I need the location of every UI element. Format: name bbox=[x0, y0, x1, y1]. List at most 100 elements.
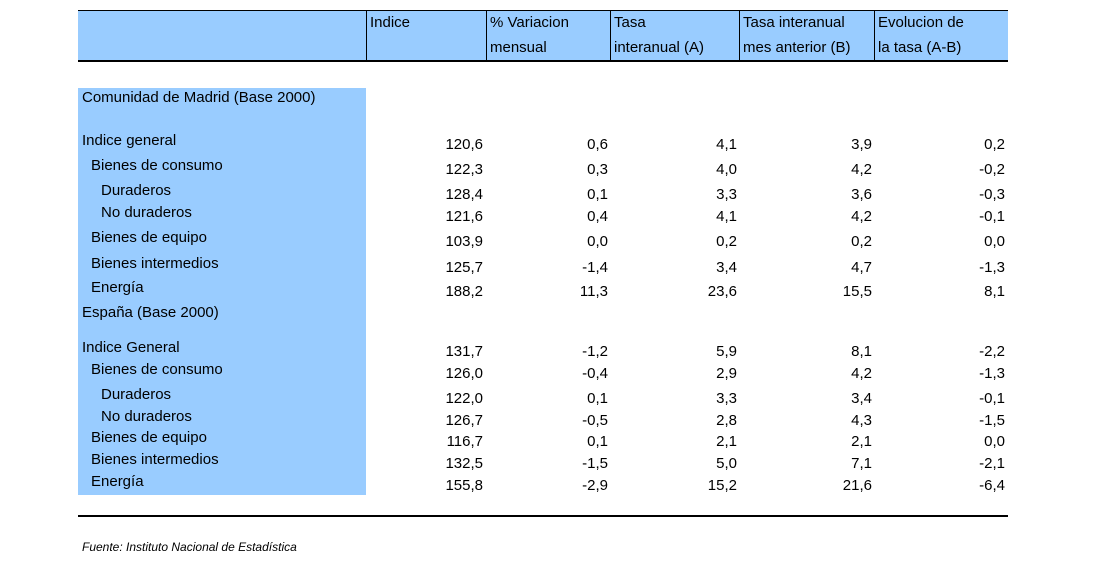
table-row: No duraderos 121,6 0,4 4,1 4,2 -0,1 bbox=[0, 204, 1101, 227]
row-label: No duraderos bbox=[101, 204, 192, 221]
cell-tasa-mes-anterior: 4,7 bbox=[851, 259, 872, 276]
table-row: Indice General 131,7 -1,2 5,9 8,1 -2,2 bbox=[0, 339, 1101, 362]
cell-evolucion-tasa: -0,2 bbox=[979, 161, 1005, 178]
cell-indice: 131,7 bbox=[445, 343, 483, 360]
cell-tasa-mes-anterior: 3,6 bbox=[851, 186, 872, 203]
header-rule bbox=[78, 60, 1008, 62]
table-row: Energía 188,2 11,3 23,6 15,5 8,1 bbox=[0, 279, 1101, 302]
cell-indice: 155,8 bbox=[445, 477, 483, 494]
cell-tasa-interanual: 4,1 bbox=[716, 208, 737, 225]
cell-tasa-mes-anterior: 0,2 bbox=[851, 233, 872, 250]
cell-variacion-mensual: 0,1 bbox=[587, 433, 608, 450]
cell-tasa-interanual: 15,2 bbox=[707, 477, 737, 494]
cell-tasa-mes-anterior: 21,6 bbox=[842, 477, 872, 494]
cell-variacion-mensual: -1,2 bbox=[582, 343, 608, 360]
cell-indice: 121,6 bbox=[445, 208, 483, 225]
cell-tasa-mes-anterior: 4,2 bbox=[851, 208, 872, 225]
cell-variacion-mensual: -2,9 bbox=[582, 477, 608, 494]
table-row: Bienes intermedios 132,5 -1,5 5,0 7,1 -2,1 bbox=[0, 451, 1101, 474]
section-title: España (Base 2000) bbox=[82, 304, 219, 321]
cell-evolucion-tasa: 8,1 bbox=[984, 283, 1005, 300]
cell-tasa-interanual: 23,6 bbox=[707, 283, 737, 300]
cell-evolucion-tasa: -6,4 bbox=[979, 477, 1005, 494]
header-variacion-mensual: % Variacion mensual bbox=[486, 10, 610, 60]
table-header bbox=[78, 10, 1008, 61]
cell-evolucion-tasa: 0,2 bbox=[984, 136, 1005, 153]
row-label: Indice General bbox=[82, 339, 180, 356]
cell-tasa-mes-anterior: 2,1 bbox=[851, 433, 872, 450]
cell-variacion-mensual: -0,4 bbox=[582, 365, 608, 382]
cell-variacion-mensual: -0,5 bbox=[582, 412, 608, 429]
section-title: Comunidad de Madrid (Base 2000) bbox=[82, 89, 316, 106]
cell-tasa-mes-anterior: 4,2 bbox=[851, 161, 872, 178]
section-title-row: Comunidad de Madrid (Base 2000) bbox=[0, 88, 1101, 108]
cell-variacion-mensual: 0,4 bbox=[587, 208, 608, 225]
row-label: No duraderos bbox=[101, 408, 192, 425]
section-title-row: España (Base 2000) bbox=[0, 303, 1101, 323]
row-label: Energía bbox=[91, 473, 144, 490]
cell-variacion-mensual: 0,1 bbox=[587, 186, 608, 203]
cell-tasa-interanual: 3,3 bbox=[716, 186, 737, 203]
table-row: Bienes intermedios 125,7 -1,4 3,4 4,7 -1,3 bbox=[0, 255, 1101, 278]
cell-indice: 120,6 bbox=[445, 136, 483, 153]
cell-tasa-interanual: 5,0 bbox=[716, 455, 737, 472]
cell-evolucion-tasa: -0,1 bbox=[979, 390, 1005, 407]
cell-indice: 103,9 bbox=[445, 233, 483, 250]
cell-evolucion-tasa: 0,0 bbox=[984, 233, 1005, 250]
row-label: Bienes de equipo bbox=[91, 429, 207, 446]
cell-tasa-mes-anterior: 15,5 bbox=[842, 283, 872, 300]
row-label: Bienes intermedios bbox=[91, 451, 219, 468]
header-tasa-mes-anterior: Tasa interanual mes anterior (B) bbox=[739, 10, 874, 60]
cell-indice: 132,5 bbox=[445, 455, 483, 472]
cell-evolucion-tasa: -0,1 bbox=[979, 208, 1005, 225]
cell-evolucion-tasa: -1,5 bbox=[979, 412, 1005, 429]
cell-tasa-interanual: 2,9 bbox=[716, 365, 737, 382]
row-label: Duraderos bbox=[101, 386, 172, 403]
row-label: Indice general bbox=[82, 132, 177, 149]
cell-indice: 122,0 bbox=[445, 390, 483, 407]
cell-indice: 125,7 bbox=[445, 259, 483, 276]
row-label: Bienes intermedios bbox=[91, 255, 219, 272]
table-row: Duraderos 128,4 0,1 3,3 3,6 -0,3 bbox=[0, 182, 1101, 205]
row-label: Duraderos bbox=[101, 182, 172, 199]
cell-variacion-mensual: 0,1 bbox=[587, 390, 608, 407]
cell-indice: 116,7 bbox=[446, 433, 483, 450]
cell-tasa-interanual: 3,4 bbox=[716, 259, 737, 276]
cell-indice: 128,4 bbox=[445, 186, 483, 203]
cell-indice: 188,2 bbox=[445, 283, 483, 300]
cell-tasa-interanual: 4,1 bbox=[716, 136, 737, 153]
cell-evolucion-tasa: -2,1 bbox=[979, 455, 1005, 472]
cell-evolucion-tasa: -1,3 bbox=[979, 365, 1005, 382]
table-row: Bienes de consumo 122,3 0,3 4,0 4,2 -0,2 bbox=[0, 157, 1101, 180]
table-row: Bienes de equipo 103,9 0,0 0,2 0,2 0,0 bbox=[0, 229, 1101, 252]
table-row: Duraderos 122,0 0,1 3,3 3,4 -0,1 bbox=[0, 386, 1101, 409]
cell-variacion-mensual: 11,3 bbox=[579, 283, 608, 300]
cell-evolucion-tasa: -0,3 bbox=[979, 186, 1005, 203]
cell-tasa-mes-anterior: 7,1 bbox=[851, 455, 872, 472]
cell-tasa-mes-anterior: 3,4 bbox=[851, 390, 872, 407]
table-row: Indice general 120,6 0,6 4,1 3,9 0,2 bbox=[0, 132, 1101, 155]
cell-indice: 126,0 bbox=[445, 365, 483, 382]
header-evolucion-tasa: Evolucion de la tasa (A-B) bbox=[874, 10, 1008, 60]
cell-tasa-mes-anterior: 4,3 bbox=[851, 412, 872, 429]
cell-tasa-interanual: 0,2 bbox=[716, 233, 737, 250]
cell-indice: 126,7 bbox=[445, 412, 483, 429]
table-row: Bienes de consumo 126,0 -0,4 2,9 4,2 -1,3 bbox=[0, 361, 1101, 384]
source-note: Fuente: Instituto Nacional de Estadístic… bbox=[82, 540, 297, 554]
cell-evolucion-tasa: -2,2 bbox=[979, 343, 1005, 360]
table-row: Energía 155,8 -2,9 15,2 21,6 -6,4 bbox=[0, 473, 1101, 496]
row-label: Energía bbox=[91, 279, 144, 296]
cell-variacion-mensual: 0,0 bbox=[587, 233, 608, 250]
header-indice: Indice bbox=[366, 10, 486, 60]
table-row: Bienes de equipo 116,7 0,1 2,1 2,1 0,0 bbox=[0, 429, 1101, 452]
cell-tasa-interanual: 3,3 bbox=[716, 390, 737, 407]
cell-tasa-interanual: 2,1 bbox=[716, 433, 737, 450]
table-row: No duraderos 126,7 -0,5 2,8 4,3 -1,5 bbox=[0, 408, 1101, 431]
cell-variacion-mensual: -1,5 bbox=[582, 455, 608, 472]
cell-tasa-mes-anterior: 8,1 bbox=[851, 343, 872, 360]
cell-tasa-interanual: 2,8 bbox=[716, 412, 737, 429]
cell-tasa-interanual: 5,9 bbox=[716, 343, 737, 360]
cell-indice: 122,3 bbox=[445, 161, 483, 178]
cell-tasa-mes-anterior: 3,9 bbox=[851, 136, 872, 153]
row-label: Bienes de consumo bbox=[91, 157, 223, 174]
